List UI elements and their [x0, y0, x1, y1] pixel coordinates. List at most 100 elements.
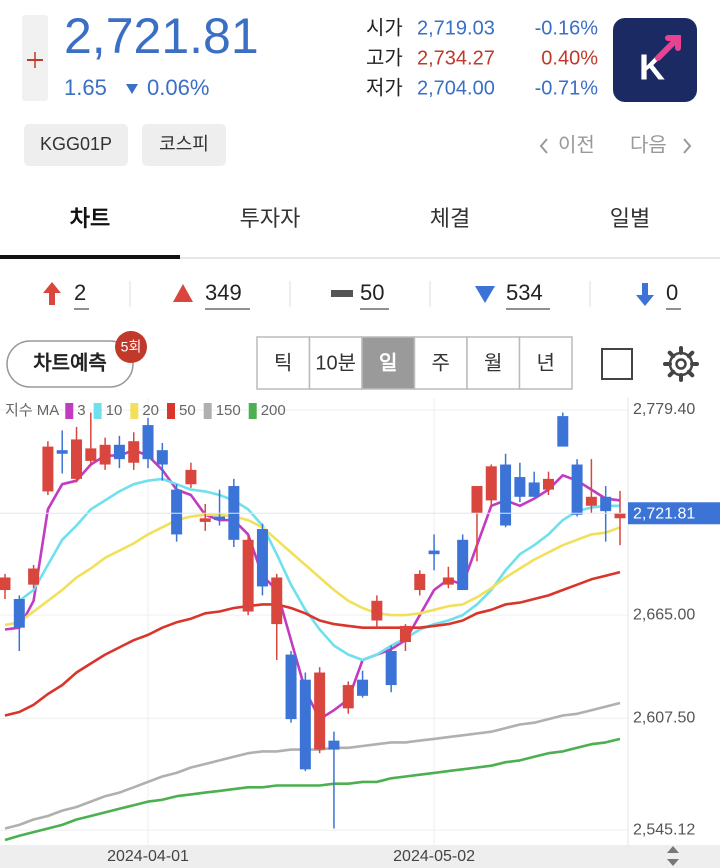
- candle-body: [485, 466, 497, 501]
- tag-bg: [142, 124, 226, 166]
- ohlc-label: 시가: [366, 16, 403, 39]
- ohlc-label: 고가: [366, 46, 403, 69]
- legend-swatch: [167, 403, 175, 419]
- tab[interactable]: 투자자: [240, 206, 301, 231]
- limit-down-icon: [636, 283, 654, 306]
- candle-body: [113, 444, 125, 460]
- candle-body: [71, 439, 83, 479]
- candle-body: [428, 550, 440, 555]
- candle-body: [442, 577, 454, 585]
- tag: KGG01P: [40, 134, 112, 154]
- candle-body: [342, 685, 354, 709]
- candle-body: [600, 496, 612, 512]
- candle-body: [357, 679, 369, 696]
- period-label[interactable]: 틱: [274, 351, 292, 374]
- candle-body: [42, 446, 54, 492]
- period-label[interactable]: 주: [432, 352, 450, 374]
- prev-button[interactable]: 이전: [558, 133, 595, 156]
- legend-label: 150: [216, 402, 241, 419]
- count: 534: [506, 280, 543, 305]
- candle-body: [199, 518, 211, 522]
- tag: 코스피: [159, 134, 209, 154]
- down-icon: [475, 286, 495, 303]
- x-tick-label: 2024-04-01: [107, 848, 189, 865]
- tag-bg: [24, 124, 128, 166]
- period-cell[interactable]: [256, 336, 311, 390]
- tab[interactable]: 체결: [430, 206, 470, 231]
- y-tick-label: 2,545.12: [633, 821, 695, 838]
- candle-body: [385, 650, 397, 686]
- period-label[interactable]: 일: [379, 351, 397, 374]
- x-tick-label: 2024-05-02: [393, 848, 475, 865]
- candle-body: [471, 486, 483, 513]
- tab-indicator: [0, 255, 180, 259]
- limit-up-icon: [43, 282, 61, 305]
- predict-label[interactable]: 차트예측: [33, 351, 107, 374]
- candle-body: [528, 482, 540, 497]
- candle-body: [299, 679, 311, 770]
- next-chevron[interactable]: [683, 138, 692, 154]
- period-label[interactable]: 년: [537, 351, 555, 374]
- candle-body: [271, 577, 283, 625]
- ohlc-value: 2,719.03: [417, 17, 495, 39]
- legend-label: 200: [261, 402, 286, 419]
- legend-title: 지수 MA: [5, 402, 59, 419]
- breadth-row: 2 349 50 534 0: [43, 280, 681, 310]
- ma-line: [4, 701, 621, 830]
- candle-body: [328, 740, 340, 750]
- predict-badge: [115, 331, 147, 363]
- candle-body: [371, 600, 383, 621]
- candle-body: [414, 573, 426, 591]
- price-change: 1.65: [64, 75, 107, 100]
- y-tick-label: 2,779.40: [633, 401, 695, 418]
- count: 0: [666, 280, 678, 305]
- predict-badge-text: 5회: [121, 339, 142, 355]
- candle-body: [156, 450, 168, 465]
- candle-body: [28, 568, 40, 585]
- next-button[interactable]: 다음: [630, 133, 667, 156]
- legend-label: 20: [142, 402, 159, 419]
- tab[interactable]: 일별: [610, 206, 650, 231]
- settings-icon[interactable]: [663, 346, 699, 382]
- current-price: 2,721.81: [64, 8, 259, 64]
- prev-chevron[interactable]: [539, 138, 548, 154]
- checkbox[interactable]: [601, 348, 633, 380]
- candle-body: [557, 416, 569, 447]
- tab-active[interactable]: 차트: [70, 206, 110, 231]
- scroll-icon[interactable]: [667, 846, 679, 866]
- last-price-label: 2,721.81: [633, 505, 695, 522]
- candle-body: [242, 539, 254, 612]
- candle-body: [128, 441, 140, 463]
- predict-button[interactable]: [6, 340, 134, 388]
- candle-body: [285, 654, 297, 720]
- candle-body: [457, 539, 469, 591]
- legend-swatch: [248, 403, 257, 419]
- period-cell[interactable]: [308, 336, 363, 390]
- ohlc-label: 저가: [366, 76, 403, 99]
- candle-body: [13, 598, 25, 628]
- count: 50: [360, 280, 384, 305]
- legend-swatch: [93, 403, 102, 419]
- period-label[interactable]: 월: [484, 351, 502, 374]
- period-label[interactable]: 10분: [315, 352, 356, 374]
- ohlc-value: 2,734.27: [417, 47, 495, 69]
- candle-body: [0, 577, 11, 591]
- gear-teeth: [663, 346, 699, 382]
- flat-icon: [331, 290, 353, 297]
- legend-label: 10: [106, 402, 123, 419]
- period-cell[interactable]: [518, 336, 573, 390]
- candle-body: [399, 625, 411, 643]
- candle-body: [214, 516, 226, 521]
- ma-line: [4, 737, 621, 842]
- period-cell[interactable]: [466, 336, 521, 390]
- candle-body: [585, 496, 597, 506]
- y-tick-label: 2,607.50: [633, 709, 695, 726]
- legend-label: 50: [179, 402, 196, 419]
- legend: 지수 MA 3 10 20 50 150 200: [5, 402, 286, 419]
- legend-swatch: [203, 403, 212, 419]
- candle-body: [256, 529, 268, 587]
- count: 349: [205, 280, 242, 305]
- legend-label: 3: [77, 402, 85, 419]
- period-cell[interactable]: [361, 336, 416, 390]
